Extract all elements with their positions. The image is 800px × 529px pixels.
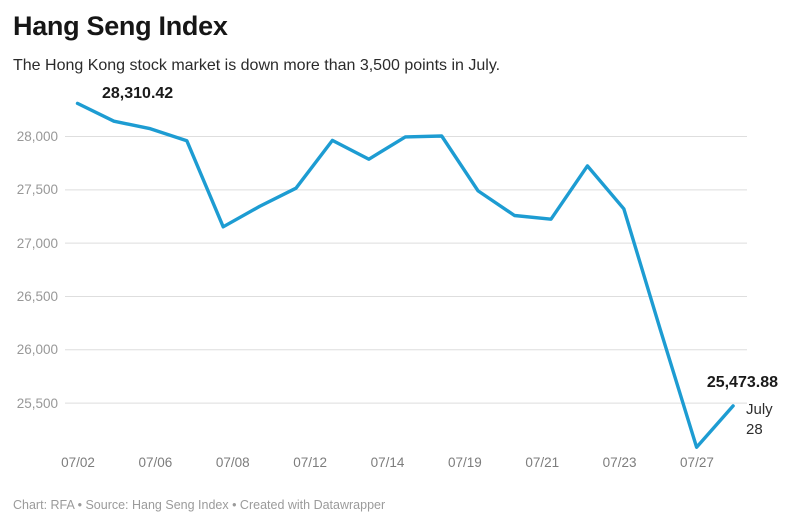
y-axis-label: 28,000 <box>16 129 58 144</box>
chart-subtitle: The Hong Kong stock market is down more … <box>13 57 501 74</box>
annotation-end-value: 25,473.88 <box>706 374 778 391</box>
data-line <box>75 101 735 449</box>
x-axis-label: 07/12 <box>293 455 327 470</box>
x-axis-label: 07/14 <box>370 455 405 470</box>
y-axis-label: 26,000 <box>16 342 58 358</box>
page-title: Hang Seng Index <box>13 11 228 41</box>
x-axis-label: 07/06 <box>138 455 173 470</box>
x-axis-label: 07/23 <box>602 455 637 470</box>
x-axis-label: 07/02 <box>61 455 95 470</box>
y-axis-label: 27,000 <box>16 235 58 251</box>
gridlines <box>65 136 747 404</box>
y-axis-label: 25,500 <box>16 395 58 411</box>
x-axis-label: 07/08 <box>215 455 250 470</box>
y-axis-label: 26,500 <box>16 288 58 304</box>
x-axis-label: 07/21 <box>525 455 560 470</box>
annotation-end-date: July 28 <box>746 401 773 438</box>
x-axis-label: 07/27 <box>680 455 714 470</box>
x-axis-label: 07/19 <box>447 455 482 470</box>
y-axis-label: 27,500 <box>16 182 58 198</box>
annotation-start-value: 28,310.42 <box>102 85 174 102</box>
footer-credit: Chart: RFA • Source: Hang Seng Index • C… <box>13 498 386 512</box>
